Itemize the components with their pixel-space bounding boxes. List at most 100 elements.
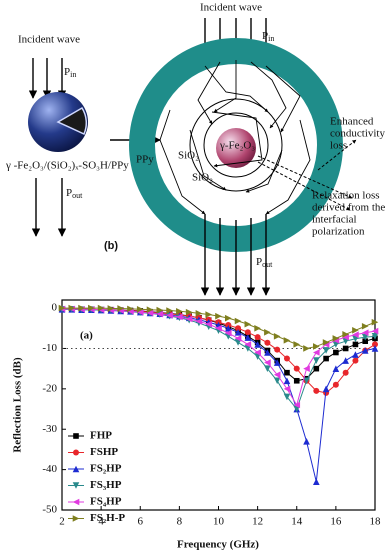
- y-tick-label: -30: [42, 423, 57, 435]
- x-tick-label: 8: [177, 516, 183, 528]
- marker: [273, 359, 281, 366]
- marker: [283, 393, 291, 401]
- p-in-label: Pin: [64, 66, 76, 79]
- marker: [176, 313, 183, 321]
- marker: [254, 341, 261, 348]
- marker: [284, 369, 290, 376]
- incident-label: Incident wave: [18, 34, 80, 46]
- marker: [342, 357, 349, 364]
- x-tick-label: 10: [213, 516, 225, 528]
- marker: [303, 345, 310, 352]
- panel-label: (a): [80, 330, 93, 342]
- marker: [185, 315, 193, 323]
- marker: [342, 369, 349, 376]
- marker: [293, 365, 300, 372]
- x-tick-label: 6: [138, 516, 144, 528]
- marker: [371, 345, 379, 352]
- marker: [156, 310, 164, 318]
- loss-label: loss: [330, 140, 347, 152]
- marker: [244, 329, 251, 336]
- loss-label: derived from the: [312, 202, 385, 214]
- marker: [372, 341, 378, 348]
- marker: [352, 326, 359, 334]
- y-tick-label: 0: [52, 302, 58, 314]
- diagram: Incident wave Pin γ -Fe₂O₃/(SiO₂)ₓ-SO₃H/…: [5, 2, 385, 296]
- x-axis-title: Frequency (GHz): [177, 539, 259, 551]
- marker: [254, 334, 261, 341]
- p-out-label: Pout: [66, 187, 83, 200]
- legend-label: FSHP: [90, 446, 118, 458]
- marker: [224, 324, 232, 332]
- marker: [322, 347, 330, 354]
- x-tick-label: 4: [98, 516, 104, 528]
- marker: [254, 349, 261, 356]
- marker: [361, 347, 369, 354]
- marker: [352, 351, 359, 358]
- marker: [283, 377, 291, 385]
- marker: [185, 308, 193, 316]
- marker: [313, 343, 320, 350]
- marker: [107, 305, 115, 312]
- x-tick-label: 18: [370, 516, 382, 528]
- x-tick-label: 2: [59, 516, 65, 528]
- marker: [332, 335, 340, 342]
- x-tick-label: 16: [330, 516, 342, 528]
- marker: [371, 327, 379, 335]
- marker: [205, 311, 213, 318]
- marker: [234, 317, 242, 325]
- marker: [371, 333, 379, 340]
- marker: [215, 312, 222, 320]
- marker: [264, 349, 271, 356]
- marker: [244, 341, 252, 348]
- marker: [283, 337, 291, 344]
- legend-label: FHP: [90, 430, 112, 442]
- marker: [322, 385, 330, 393]
- marker: [244, 334, 252, 341]
- legend-label: FS₂HP: [90, 463, 122, 475]
- x-tick-label: 14: [291, 516, 303, 528]
- marker: [342, 345, 349, 352]
- marker: [371, 318, 379, 326]
- marker: [332, 381, 339, 388]
- marker: [283, 385, 291, 393]
- y-tick-label: -20: [42, 382, 57, 394]
- sio2-shell: [189, 98, 283, 192]
- loss-label: polarization: [312, 226, 365, 238]
- p-out-label: Pout: [256, 256, 273, 269]
- loss-label: Relaxation loss: [312, 190, 380, 202]
- core-label: γ-Fe₂O₃: [219, 140, 255, 152]
- loss-label: conductivity: [330, 128, 385, 140]
- legend-marker: [72, 465, 80, 473]
- marker: [352, 357, 359, 364]
- marker: [127, 305, 134, 313]
- marker: [234, 335, 242, 342]
- marker: [303, 377, 310, 385]
- marker: [273, 371, 281, 379]
- marker: [117, 305, 124, 312]
- legend-marker: [73, 449, 79, 456]
- marker: [273, 377, 281, 385]
- marker: [303, 365, 310, 372]
- p-in-label: Pin: [262, 30, 274, 43]
- marker: [235, 325, 242, 332]
- marker: [313, 387, 320, 394]
- marker: [78, 304, 85, 312]
- marker: [313, 349, 320, 356]
- marker: [254, 324, 261, 332]
- marker: [361, 322, 369, 330]
- marker: [146, 309, 154, 317]
- marker: [264, 365, 271, 372]
- marker: [313, 478, 320, 486]
- marker: [293, 341, 301, 348]
- marker: [362, 338, 369, 344]
- legend-marker: [73, 433, 79, 439]
- marker: [146, 306, 154, 313]
- marker: [136, 305, 144, 313]
- marker: [156, 306, 164, 314]
- marker: [293, 401, 301, 409]
- marker: [323, 355, 329, 362]
- marker: [361, 333, 369, 341]
- marker: [273, 333, 281, 340]
- marker: [166, 312, 173, 319]
